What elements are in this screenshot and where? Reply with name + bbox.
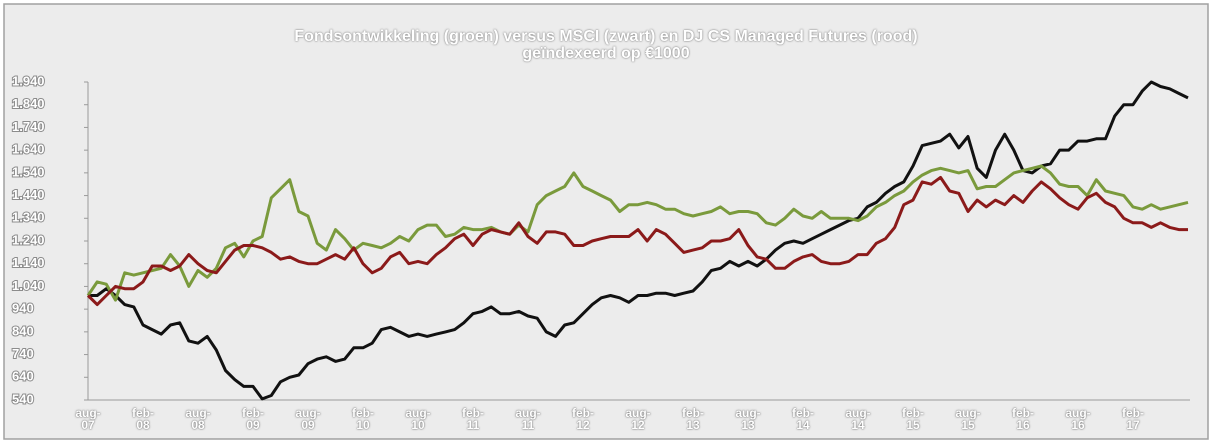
- y-tick-label: 1.440: [12, 187, 45, 202]
- y-tick-label: 1.640: [12, 142, 45, 157]
- y-tick-label: 840: [12, 323, 34, 338]
- x-tick-label: aug-15: [955, 406, 981, 432]
- x-tick-label: feb-14: [792, 406, 814, 432]
- y-tick-label: 640: [12, 369, 34, 384]
- x-tick-label: feb-08: [132, 406, 154, 432]
- line-series: [86, 175, 1188, 307]
- x-tick-label: feb-09: [242, 406, 264, 432]
- x-tick-label: feb-13: [682, 406, 704, 432]
- x-tick-label: feb-12: [572, 406, 594, 432]
- x-tick-label: aug-11: [515, 406, 541, 432]
- line-series: [86, 164, 1189, 302]
- y-tick-label: 1.040: [12, 278, 45, 293]
- x-tick-label: feb-15: [902, 406, 924, 432]
- y-tick-label: 540: [12, 391, 34, 406]
- y-tick-label: 940: [12, 301, 34, 316]
- x-tick-label: feb-16: [1012, 406, 1034, 432]
- line-series: [88, 80, 1189, 401]
- chart-title: Fondsontwikkeling (groen) versus MSCI (z…: [294, 28, 918, 62]
- y-tick-label: 1.740: [12, 119, 45, 134]
- y-tick-label: 1.940: [12, 73, 45, 88]
- y-tick-label: 1.240: [12, 232, 45, 247]
- y-tick-label: 1.540: [12, 164, 45, 179]
- x-tick-label: aug-09: [295, 406, 321, 432]
- x-tick-label: aug-14: [845, 406, 871, 432]
- x-tick-label: aug-16: [1065, 406, 1091, 432]
- chart-frame: [3, 3, 1209, 440]
- x-tick-label: feb-17: [1122, 406, 1144, 432]
- x-tick-label: aug-08: [185, 406, 211, 432]
- x-tick-label: aug-07: [75, 406, 101, 432]
- x-tick-label: aug-13: [735, 406, 761, 432]
- y-tick-label: 1.340: [12, 210, 45, 225]
- y-tick-label: 1.840: [12, 96, 45, 111]
- y-tick-label: 740: [12, 346, 34, 361]
- x-tick-label: aug-12: [625, 406, 651, 432]
- x-tick-label: aug-10: [405, 406, 431, 432]
- x-tick-label: feb-11: [462, 406, 484, 432]
- x-tick-label: feb-10: [352, 406, 374, 432]
- y-tick-label: 1.140: [12, 255, 45, 270]
